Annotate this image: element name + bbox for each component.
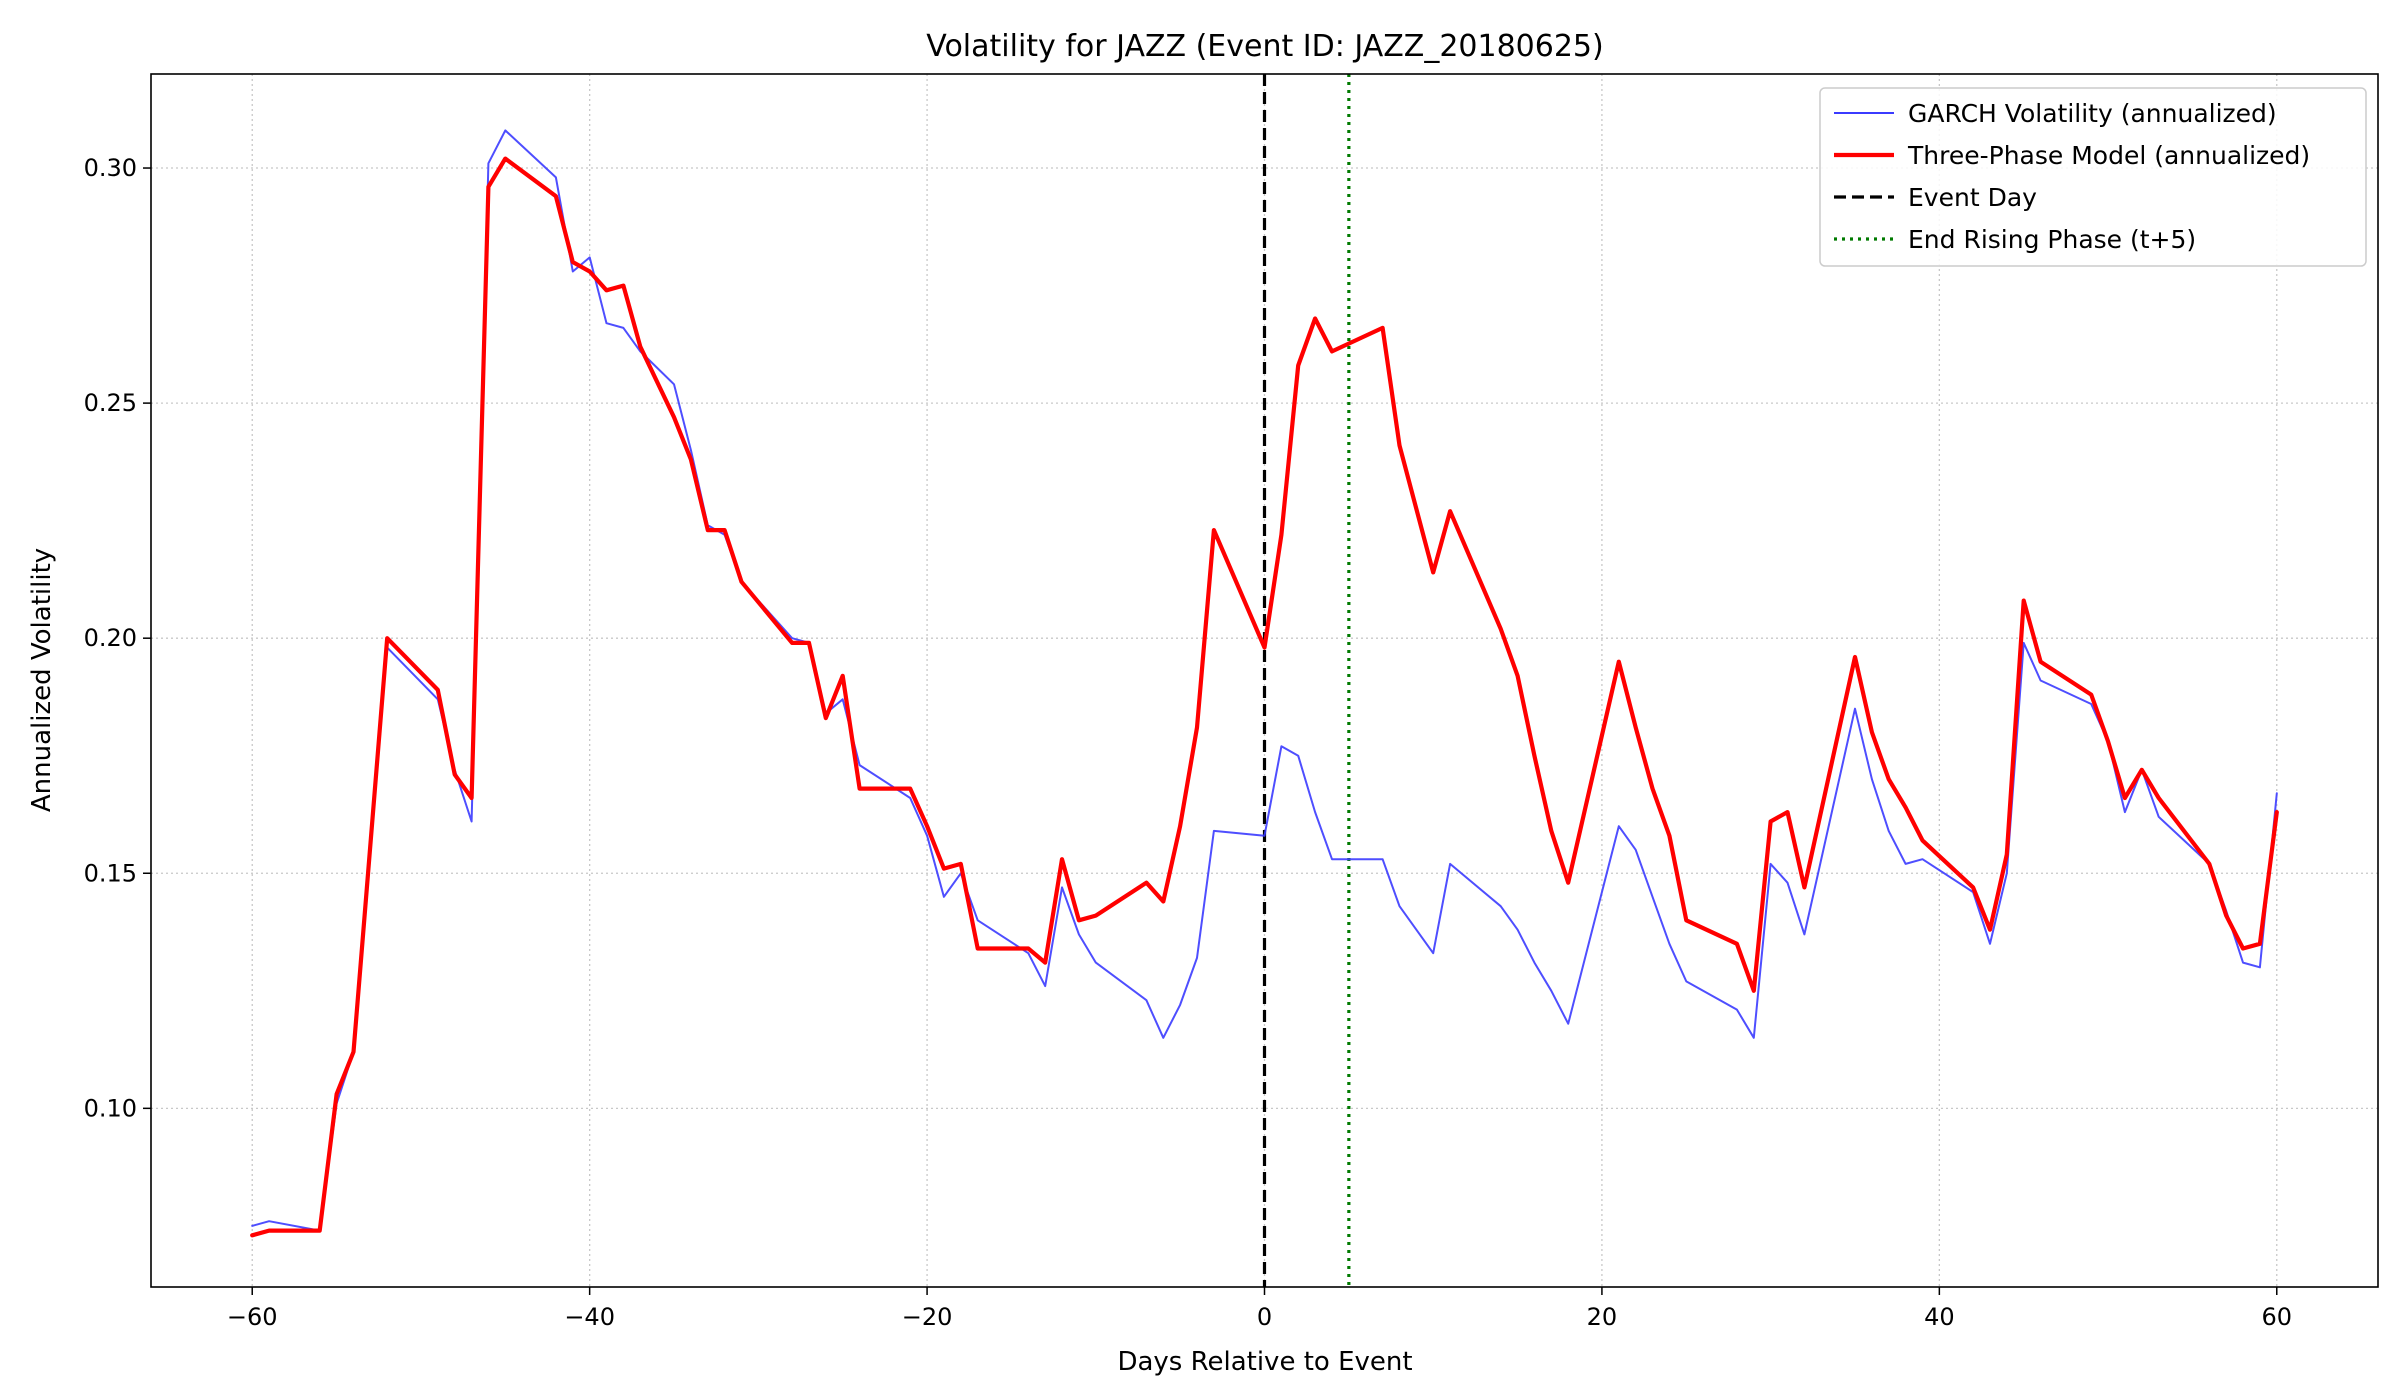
x-tick-label: −20 xyxy=(902,1303,953,1331)
x-tick-label: 0 xyxy=(1257,1303,1272,1331)
chart-title: Volatility for JAZZ (Event ID: JAZZ_2018… xyxy=(926,29,1603,64)
reference-lines xyxy=(1262,74,1351,1287)
y-axis-ticks: 0.10 0.15 0.20 0.25 0.30 xyxy=(84,154,151,1122)
x-axis-ticks: −60 −40 −20 0 20 40 60 xyxy=(227,1287,2292,1331)
y-tick-label: 0.10 xyxy=(84,1094,137,1122)
x-tick-label: 60 xyxy=(2261,1303,2292,1331)
series-lines xyxy=(250,129,2279,1238)
legend-box xyxy=(1819,87,2367,267)
y-axis-label: Annualized Volatility xyxy=(27,548,57,812)
three-phase-model-line xyxy=(250,156,2279,1238)
legend-label-garch: GARCH Volatility (annualized) xyxy=(1908,99,2277,128)
garch-volatility-line xyxy=(251,129,2278,1232)
x-tick-label: 40 xyxy=(1924,1303,1955,1331)
y-tick-label: 0.20 xyxy=(84,624,137,652)
y-tick-label: 0.30 xyxy=(84,154,137,182)
legend-label-end-rising-phase: End Rising Phase (t+5) xyxy=(1908,225,2196,254)
chart-legend: GARCH Volatility (annualized) Three-Phase… xyxy=(1819,87,2367,267)
legend-label-three-phase: Three-Phase Model (annualized) xyxy=(1907,141,2310,170)
x-tick-label: 20 xyxy=(1587,1303,1618,1331)
x-tick-label: −40 xyxy=(564,1303,615,1331)
legend-label-event-day: Event Day xyxy=(1908,183,2037,212)
x-tick-label: −60 xyxy=(227,1303,278,1331)
y-tick-label: 0.15 xyxy=(84,859,137,887)
x-axis-label: Days Relative to Event xyxy=(1117,1347,1412,1377)
y-tick-label: 0.25 xyxy=(84,389,137,417)
